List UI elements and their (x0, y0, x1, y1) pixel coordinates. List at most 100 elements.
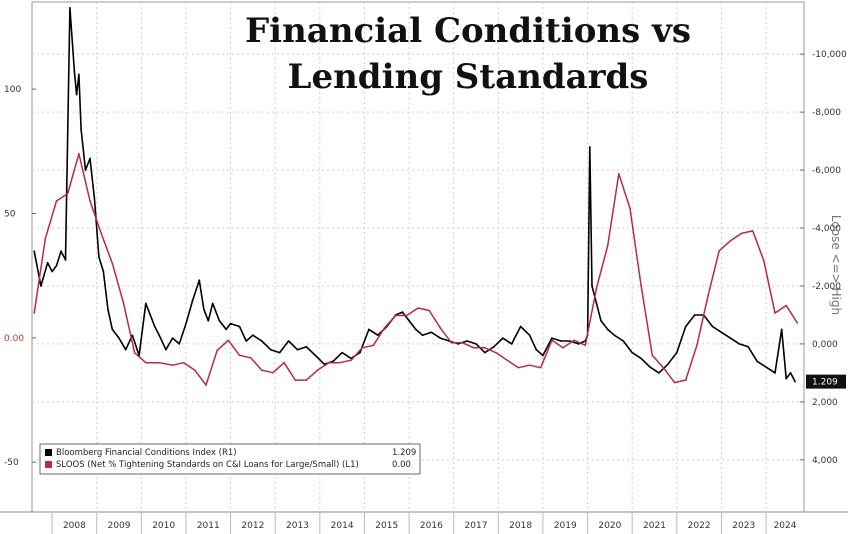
chart-title-line: Financial Conditions vs (245, 11, 691, 51)
data-point-bfci (589, 146, 591, 148)
data-point-sloos (55, 200, 58, 202)
data-point-bfci (46, 261, 49, 264)
data-point-bfci (640, 357, 642, 360)
data-point-bfci (475, 343, 477, 345)
data-point-bfci (756, 360, 758, 363)
data-point-sloos (606, 245, 609, 247)
data-point-bfci (89, 157, 91, 160)
data-point-bfci (693, 314, 696, 316)
data-point-sloos (111, 262, 114, 265)
x-tick-label: 2014 (331, 521, 354, 531)
data-point-bfci (296, 348, 299, 351)
legend-box (39, 443, 421, 475)
x-tick-label: 2017 (465, 521, 488, 531)
data-point-bfci (332, 360, 335, 363)
data-point-bfci (414, 328, 417, 331)
right-tick-label: 0,000 (812, 340, 838, 350)
data-point-bfci (305, 346, 308, 348)
data-point-sloos (261, 369, 263, 371)
right-tick-label: -2,000 (812, 282, 841, 292)
data-point-bfci (613, 334, 616, 337)
data-point-bfci (211, 302, 214, 305)
data-point-bfci (519, 325, 522, 328)
data-point-bfci (252, 334, 254, 337)
data-point-bfci (153, 325, 156, 328)
data-point-bfci (55, 264, 58, 267)
x-axis-band (0, 512, 848, 534)
data-point-sloos (539, 366, 542, 369)
data-point-bfci (229, 322, 232, 325)
data-point-bfci (40, 285, 42, 287)
data-point-sloos (182, 361, 185, 364)
data-point-bfci (287, 340, 290, 342)
data-point-sloos (372, 344, 375, 347)
left-tick-label: 100 (4, 85, 21, 95)
data-point-bfci (124, 348, 127, 351)
legend-swatch-bfci (45, 449, 52, 456)
data-point-bfci (144, 302, 147, 305)
data-point-sloos (729, 240, 732, 242)
data-point-sloos (640, 284, 642, 287)
data-point-bfci (33, 250, 36, 253)
data-point-bfci (261, 340, 263, 342)
data-point-bfci (622, 340, 625, 342)
x-tick-label: 2016 (420, 521, 443, 531)
x-tick-label: 2024 (774, 521, 797, 531)
data-point-sloos (696, 344, 698, 347)
left-zero-label-bg (2, 330, 30, 344)
right-tick-label: 2,000 (812, 398, 838, 408)
data-point-bfci (93, 198, 96, 200)
data-point-sloos (361, 347, 364, 349)
data-point-sloos (562, 347, 564, 349)
data-point-bfci (658, 372, 660, 374)
data-point-bfci (269, 348, 272, 351)
data-point-sloos (122, 302, 125, 304)
data-point-sloos (294, 379, 297, 381)
data-point-bfci (73, 70, 76, 73)
data-point-sloos (78, 152, 80, 155)
data-point-sloos (517, 366, 520, 369)
data-point-bfci (377, 334, 379, 337)
data-point-sloos (406, 314, 408, 317)
data-point-bfci (493, 346, 495, 348)
data-point-sloos (450, 342, 453, 344)
right-tick-label: -4,000 (812, 224, 841, 234)
data-point-bfci (501, 337, 504, 339)
data-point-sloos (428, 309, 430, 312)
data-point-bfci (178, 343, 181, 345)
data-point-sloos (618, 172, 620, 175)
data-point-sloos (89, 200, 91, 202)
data-point-bfci (551, 337, 553, 339)
data-point-bfci (684, 325, 687, 328)
data-point-bfci (649, 366, 651, 368)
data-point-bfci (131, 334, 134, 337)
data-point-sloos (684, 379, 687, 381)
data-point-sloos (774, 312, 776, 314)
data-point-bfci (278, 351, 281, 354)
data-point-bfci (80, 128, 82, 131)
data-point-bfci (158, 334, 160, 337)
data-point-sloos (227, 339, 230, 342)
data-point-sloos (283, 361, 285, 364)
data-point-bfci (78, 73, 80, 76)
data-point-bfci (421, 334, 424, 337)
data-point-bfci (408, 319, 410, 322)
data-point-sloos (439, 327, 442, 329)
data-point-bfci (780, 328, 783, 331)
data-point-sloos (472, 347, 475, 349)
right-tick-label: -6,000 (812, 166, 841, 176)
right-axis-title: Loose <=> High (829, 215, 843, 315)
data-point-bfci (711, 325, 714, 328)
data-point-sloos (506, 359, 509, 362)
data-point-bfci (484, 351, 486, 354)
data-point-bfci (747, 346, 750, 348)
data-point-bfci (528, 334, 531, 337)
data-point-sloos (205, 384, 207, 386)
x-tick-label: 2013 (286, 521, 309, 531)
data-point-sloos (673, 381, 676, 384)
data-point-bfci (430, 331, 433, 334)
data-point-sloos (66, 192, 69, 195)
data-point-sloos (484, 347, 486, 349)
data-point-bfci (314, 354, 317, 357)
